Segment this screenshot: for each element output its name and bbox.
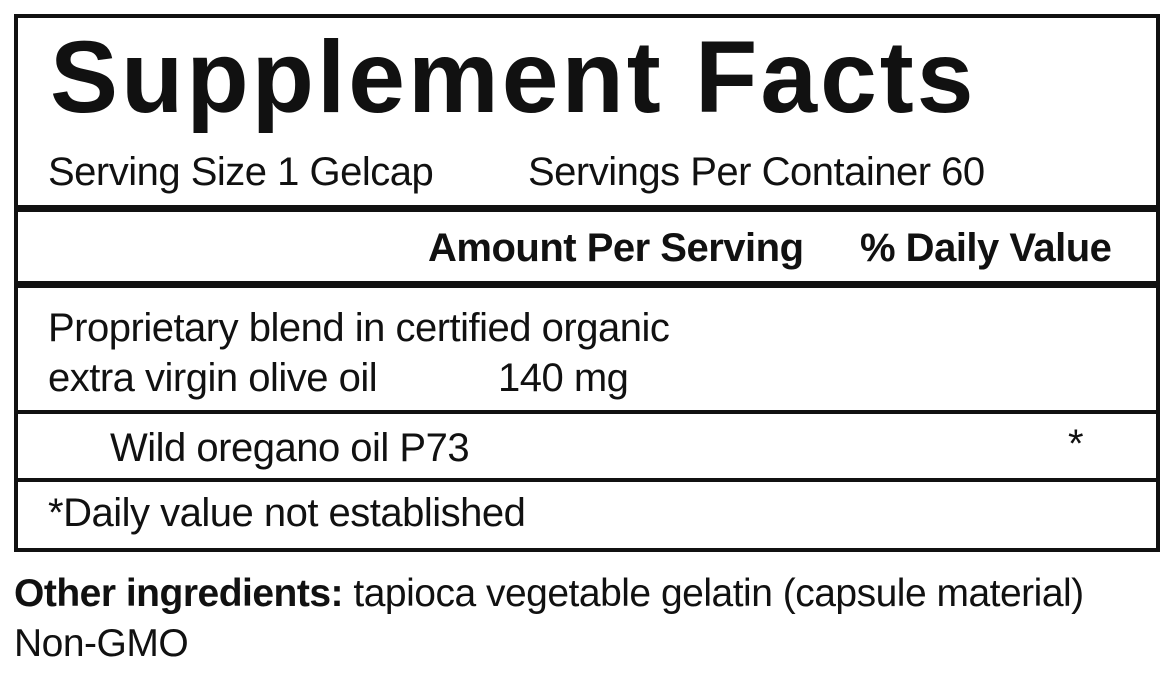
daily-value-header: % Daily Value xyxy=(860,226,1112,270)
ingredient-name: Proprietary blend in certified organic xyxy=(48,306,670,350)
rule xyxy=(14,410,1160,414)
ingredient-amount: 140 mg xyxy=(498,356,629,400)
ingredient-name: extra virgin olive oil xyxy=(48,356,378,400)
thick-rule xyxy=(14,281,1160,288)
ingredient-name: Wild oregano oil P73 xyxy=(110,426,470,470)
other-ingredients: Other ingredients: tapioca vegetable gel… xyxy=(14,574,1084,613)
other-ingredients-label: Other ingredients: xyxy=(14,572,344,615)
footnote: *Daily value not established xyxy=(48,491,526,535)
title: Supplement Facts xyxy=(50,20,977,134)
amount-header: Amount Per Serving xyxy=(428,226,804,270)
rule xyxy=(14,478,1160,482)
thick-rule xyxy=(14,205,1160,212)
serving-size: Serving Size 1 Gelcap xyxy=(48,150,434,194)
non-gmo: Non-GMO xyxy=(14,622,189,665)
other-ingredients-text: tapioca vegetable gelatin (capsule mater… xyxy=(353,572,1084,615)
ingredient-daily-value: * xyxy=(1068,422,1084,466)
servings-per-container: Servings Per Container 60 xyxy=(528,150,985,194)
